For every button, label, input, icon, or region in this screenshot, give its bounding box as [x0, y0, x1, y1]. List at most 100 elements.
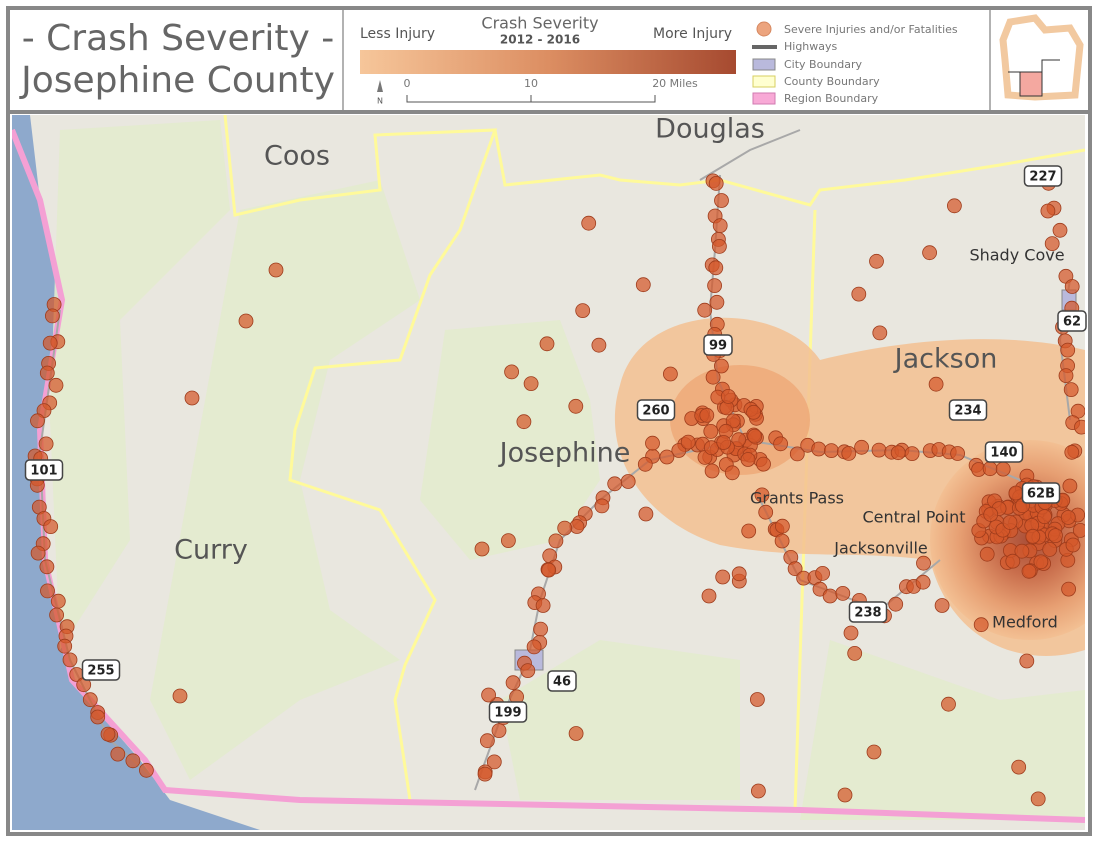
legend-item: Region Boundary: [784, 92, 879, 105]
crash-marker: [48, 377, 64, 393]
crash-marker: [172, 688, 188, 704]
crash-marker: [533, 621, 548, 637]
legend-swatch: [752, 58, 776, 71]
crash-marker: [49, 607, 64, 623]
scale-label: 0: [404, 77, 411, 90]
crash-marker: [746, 404, 761, 420]
crash-marker: [756, 456, 771, 472]
crash-marker: [890, 445, 906, 461]
crash-marker: [520, 663, 536, 678]
legend-item: County Boundary: [784, 75, 880, 88]
crash-marker: [637, 456, 653, 472]
crash-marker: [620, 474, 636, 489]
crash-marker: [268, 262, 284, 278]
crash-marker: [569, 519, 585, 534]
crash-marker: [1037, 509, 1052, 524]
region-label: Curry: [174, 535, 248, 566]
crash-marker: [934, 598, 950, 613]
crash-marker: [888, 596, 904, 612]
crash-marker: [851, 286, 867, 302]
crash-marker: [1042, 542, 1058, 557]
crash-marker: [983, 507, 999, 522]
highway-label: 227: [1029, 170, 1056, 185]
crash-marker: [500, 533, 516, 548]
crash-marker: [481, 687, 497, 703]
crash-marker: [824, 443, 839, 459]
crash-marker: [479, 733, 495, 749]
crash-marker: [724, 465, 740, 481]
crash-marker: [557, 520, 573, 536]
crash-marker: [950, 446, 965, 461]
crash-marker: [751, 783, 766, 799]
highway-label: 199: [494, 706, 521, 721]
crash-marker: [110, 746, 126, 762]
crash-marker: [947, 198, 962, 214]
crash-marker: [42, 335, 58, 351]
legend-swatch: [752, 92, 776, 105]
crash-marker: [720, 388, 736, 404]
crash-marker: [1052, 222, 1068, 238]
highway-shield: [81, 659, 121, 681]
highway-shield: [848, 601, 888, 623]
highway-label: 238: [854, 606, 881, 621]
crash-marker: [57, 638, 73, 654]
legend-swatch: [756, 21, 772, 37]
crash-marker: [1021, 563, 1037, 579]
crash-marker: [1060, 510, 1076, 525]
city-label: Jacksonville: [833, 539, 928, 558]
city-label: Central Point: [862, 508, 965, 527]
crash-marker: [774, 533, 790, 549]
crash-marker: [1065, 537, 1081, 553]
crash-marker: [1019, 653, 1035, 669]
crash-marker: [1030, 791, 1046, 807]
crash-marker: [1002, 515, 1018, 530]
highway-label: 101: [30, 464, 57, 479]
crash-marker: [45, 308, 60, 324]
region-label: Jackson: [893, 344, 998, 375]
crash-marker: [922, 245, 937, 261]
crash-marker: [1061, 581, 1076, 597]
crash-marker: [709, 294, 725, 310]
legend-title: Crash Severity: [481, 14, 598, 33]
crash-marker: [973, 617, 989, 633]
crash-marker: [568, 398, 584, 414]
crash-marker: [1063, 382, 1079, 398]
crash-marker: [1062, 478, 1078, 494]
crash-marker: [1072, 523, 1085, 538]
crash-marker: [843, 625, 859, 641]
crash-marker: [539, 336, 555, 352]
crash-marker: [841, 445, 857, 461]
crash-marker: [82, 692, 98, 708]
highway-shield: [984, 441, 1024, 463]
crash-marker: [526, 639, 542, 655]
crash-marker: [505, 675, 521, 691]
highway-shield: [488, 701, 528, 723]
crash-marker: [1048, 528, 1063, 543]
crash-marker: [699, 407, 715, 423]
crash-marker: [1040, 203, 1056, 219]
highway-shield: [24, 459, 64, 481]
crash-marker: [638, 506, 654, 522]
crash-marker: [90, 709, 106, 725]
crash-marker: [477, 766, 493, 782]
crash-marker: [62, 652, 78, 668]
crash-marker: [701, 588, 717, 604]
highway-shield: [1021, 482, 1061, 504]
crash-marker: [635, 277, 651, 293]
crash-marker: [740, 452, 756, 467]
highway-label: 62: [1063, 315, 1081, 330]
legend-low: Less Injury: [360, 26, 435, 42]
highway-label: 140: [990, 446, 1017, 461]
crash-marker: [663, 366, 678, 382]
crash-marker: [1074, 419, 1085, 435]
crash-marker: [915, 574, 931, 590]
crash-marker: [847, 646, 863, 661]
crash-marker: [854, 439, 869, 455]
crash-marker: [750, 692, 765, 707]
crash-marker: [591, 337, 607, 353]
region-label: Coos: [264, 141, 330, 172]
crash-marker: [39, 559, 55, 575]
crash-marker: [731, 432, 747, 448]
crash-marker: [38, 436, 54, 452]
crash-marker: [39, 365, 55, 381]
